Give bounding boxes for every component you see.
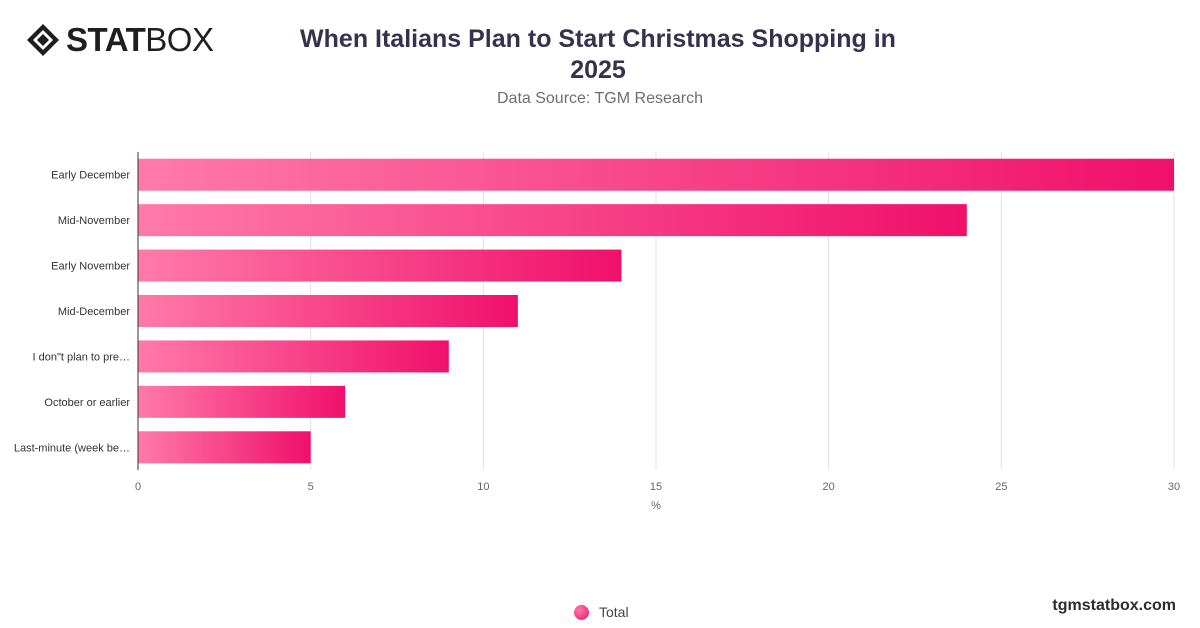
category-label: Mid-December <box>58 306 130 318</box>
x-tick-label: 15 <box>650 481 662 493</box>
bar <box>138 249 622 282</box>
x-tick-label: 10 <box>477 481 489 493</box>
bar <box>138 158 1174 191</box>
brand-name-light: BOX <box>145 21 214 58</box>
category-labels: Early December Mid-November Early November… <box>14 170 131 455</box>
legend-label: Total <box>599 604 629 620</box>
brand-name: STATBOX <box>66 21 214 58</box>
brand-name-bold: STAT <box>66 21 146 58</box>
chart-subtitle: Data Source: TGM Research <box>496 90 703 107</box>
chart-title: When Italians Plan to Start Christmas Sh… <box>300 25 896 84</box>
x-tick-label: 30 <box>1168 481 1180 493</box>
legend-swatch <box>574 604 589 620</box>
category-label: Early December <box>51 170 130 182</box>
site-url: tgmstatbox.com <box>1052 597 1176 614</box>
category-label: October or earlier <box>44 397 130 409</box>
legend[interactable]: Total <box>574 602 629 622</box>
category-label: Last-minute (week be… <box>14 442 130 454</box>
bar <box>138 295 518 327</box>
x-tick-label: 20 <box>823 481 835 493</box>
x-tick-label: 5 <box>308 481 314 493</box>
category-label: I don"t plan to pre… <box>33 351 130 363</box>
diamond-logo-icon <box>27 24 59 56</box>
x-tick-label: 0 <box>135 481 141 493</box>
bar <box>138 385 346 418</box>
x-tick-labels: 0 5 10 15 20 25 30 <box>135 481 1180 493</box>
category-label: Mid-November <box>58 215 130 227</box>
bar <box>138 340 449 373</box>
statbox-logo: STATBOX <box>26 21 214 58</box>
x-tick-label: 25 <box>995 481 1007 493</box>
bar <box>138 204 967 237</box>
bars <box>138 158 1174 464</box>
category-label: Early November <box>51 261 130 273</box>
x-axis-label: % <box>651 500 661 512</box>
bar <box>138 431 311 464</box>
